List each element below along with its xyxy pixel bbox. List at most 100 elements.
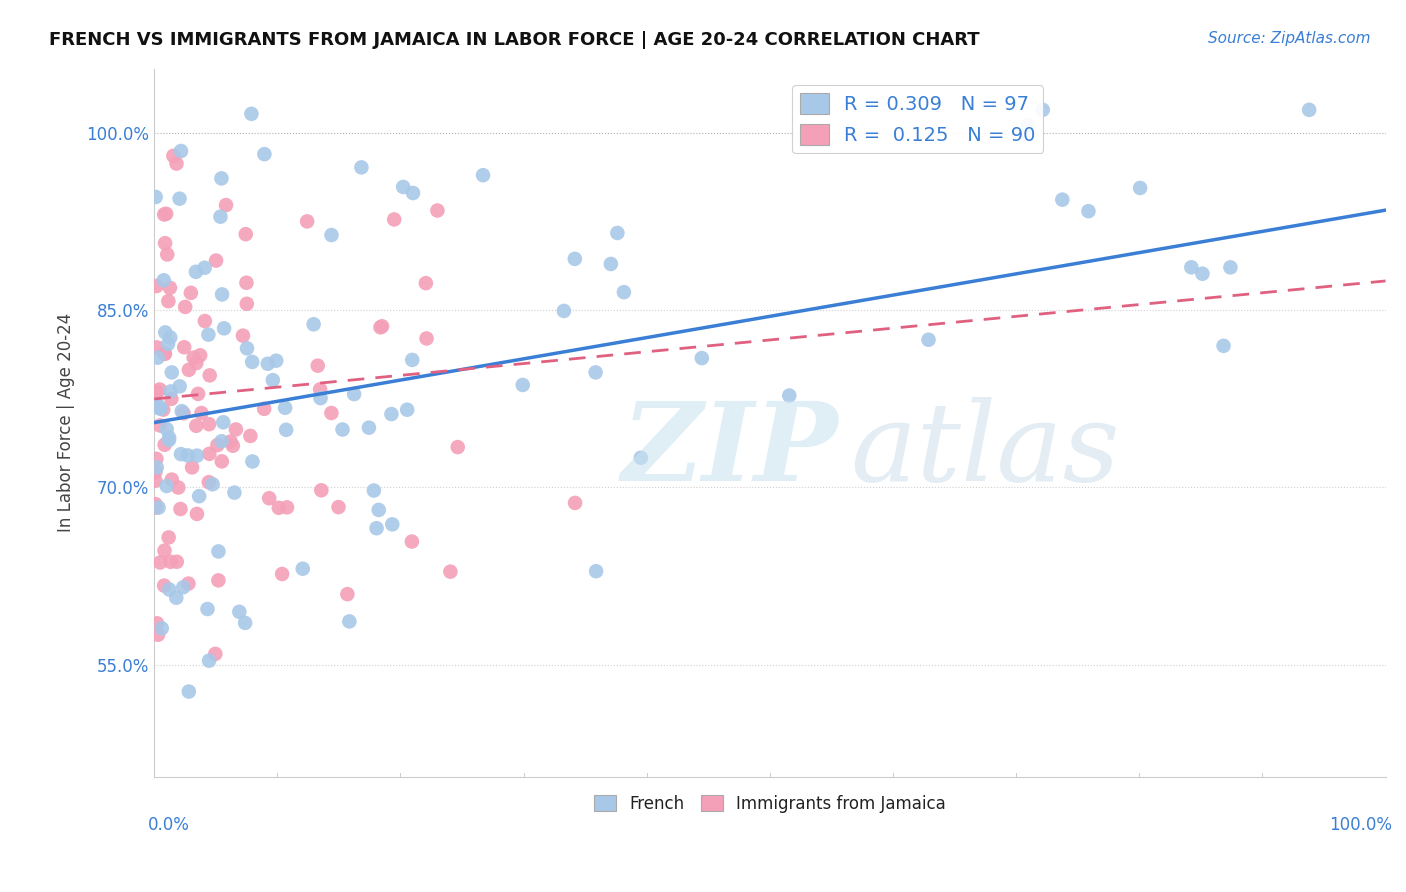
Point — [343, 387, 366, 401]
Point — [291, 562, 314, 576]
Point — [183, 351, 205, 365]
Point — [211, 454, 233, 468]
Point — [382, 212, 405, 227]
Point — [311, 483, 333, 498]
Point — [181, 460, 204, 475]
Point — [585, 365, 607, 379]
Point — [198, 654, 221, 668]
Text: atlas: atlas — [849, 397, 1119, 505]
Point — [150, 401, 173, 416]
Point — [1017, 119, 1039, 133]
Point — [153, 207, 176, 221]
Point — [209, 210, 232, 224]
Point — [157, 530, 180, 544]
Point — [1219, 260, 1241, 275]
Point — [357, 420, 380, 434]
Point — [187, 387, 209, 401]
Point — [224, 485, 246, 500]
Point — [155, 326, 177, 340]
Point — [169, 192, 191, 206]
Point — [198, 417, 221, 432]
Point — [146, 384, 169, 399]
Point — [235, 227, 257, 242]
Point — [1052, 193, 1074, 207]
Point — [148, 401, 170, 416]
Point — [156, 422, 179, 436]
Point — [170, 447, 193, 461]
Point — [188, 489, 211, 503]
Point — [173, 340, 195, 354]
Point — [350, 161, 373, 175]
Point — [169, 379, 191, 393]
Point — [207, 544, 229, 558]
Point — [1212, 339, 1234, 353]
Point — [177, 449, 200, 463]
Point — [194, 260, 217, 275]
Point — [236, 297, 259, 311]
Point — [1191, 267, 1213, 281]
Point — [472, 168, 495, 182]
Point — [211, 171, 233, 186]
Point — [153, 543, 176, 558]
Point — [184, 265, 207, 279]
Point — [174, 300, 197, 314]
Point — [160, 392, 183, 406]
Point — [157, 433, 180, 447]
Point — [276, 500, 298, 515]
Point — [332, 422, 354, 436]
Point — [512, 378, 534, 392]
Point — [180, 285, 202, 300]
Text: FRENCH VS IMMIGRANTS FROM JAMAICA IN LABOR FORCE | AGE 20-24 CORRELATION CHART: FRENCH VS IMMIGRANTS FROM JAMAICA IN LAB… — [49, 31, 980, 49]
Point — [328, 500, 350, 515]
Point — [145, 451, 167, 466]
Point — [146, 398, 169, 412]
Point — [381, 517, 404, 532]
Point — [186, 356, 208, 370]
Point — [157, 431, 180, 445]
Point — [173, 406, 195, 420]
Point — [236, 342, 259, 356]
Point — [276, 423, 298, 437]
Point — [564, 252, 586, 266]
Point — [177, 576, 200, 591]
Point — [240, 107, 263, 121]
Point — [205, 253, 228, 268]
Point — [167, 481, 190, 495]
Point — [219, 434, 242, 449]
Point — [553, 304, 575, 318]
Point — [778, 388, 800, 402]
Point — [160, 365, 183, 379]
Point — [165, 591, 187, 605]
Point — [148, 500, 170, 515]
Point — [253, 401, 276, 416]
Point — [370, 320, 392, 334]
Point — [402, 186, 425, 200]
Point — [145, 190, 167, 204]
Point — [157, 582, 180, 597]
Point — [155, 207, 177, 221]
Point — [302, 318, 325, 332]
Point — [188, 348, 211, 362]
Point — [917, 333, 939, 347]
Text: 0.0%: 0.0% — [148, 815, 190, 833]
Text: 100.0%: 100.0% — [1329, 815, 1392, 833]
Point — [337, 615, 360, 629]
Point — [198, 368, 221, 383]
Point — [690, 351, 713, 365]
Point — [153, 347, 176, 361]
Point — [197, 602, 219, 616]
Point — [190, 406, 212, 420]
Point — [585, 564, 607, 578]
Point — [207, 438, 229, 452]
Point — [186, 418, 208, 433]
Point — [201, 477, 224, 491]
Point — [371, 319, 394, 334]
Text: ZIP: ZIP — [621, 397, 839, 505]
Point — [321, 406, 343, 420]
Point — [172, 580, 194, 594]
Point — [366, 521, 388, 535]
Point — [401, 353, 423, 368]
Point — [146, 351, 169, 365]
Point — [159, 281, 181, 295]
Point — [145, 497, 167, 511]
